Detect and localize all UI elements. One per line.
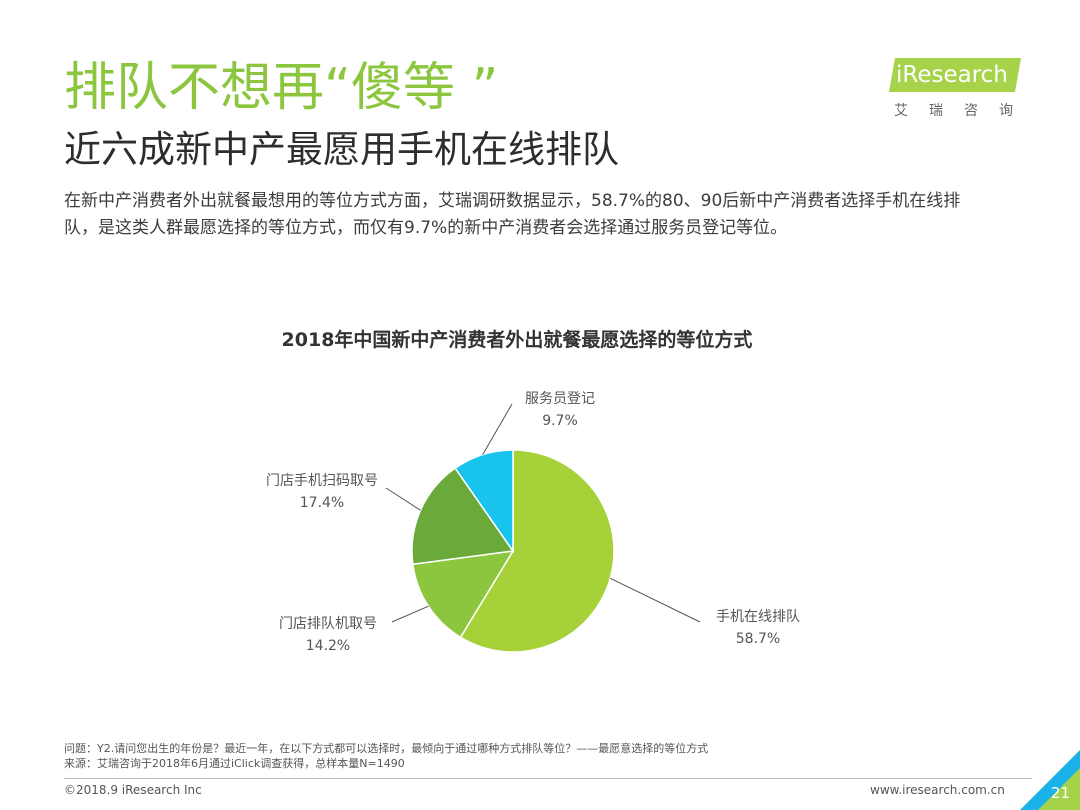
logo-brand-text: iResearch <box>896 62 1008 88</box>
leader-line-mobile <box>610 577 701 623</box>
slice-waiter-registration <box>454 449 514 554</box>
corner-decoration <box>1020 750 1080 810</box>
iresearch-logo: iResearch 艾瑞咨询 <box>889 58 1034 126</box>
footer-copyright: ©2018.9 iResearch Inc <box>64 783 202 797</box>
chart-title: 2018年中国新中产消费者外出就餐最愿选择的等位方式 <box>281 329 753 351</box>
leader-line-machine <box>391 605 429 623</box>
page-title: 排队不想再“傻等 ” <box>64 58 499 118</box>
notes: 问题：Y2.请问您出生的年份是？最近一年，在以下方式都可以选择时，最倾向于通过哪… <box>64 741 964 771</box>
label-machine-name: 门店排队机取号 <box>279 616 377 632</box>
label-queue-machine: 门店排队机取号 14.2% <box>268 613 388 657</box>
slice-scan-code <box>411 467 515 566</box>
slice-mobile-online <box>459 449 615 653</box>
leader-line-scan <box>385 487 421 511</box>
label-mobile-online: 手机在线排队 58.7% <box>700 606 816 650</box>
page-subtitle: 近六成新中产最愿用手机在线排队 <box>64 128 619 171</box>
footer-url: www.iresearch.com.cn <box>870 783 1005 797</box>
slice-queue-machine <box>412 550 515 639</box>
leader-line-waiter <box>482 403 513 455</box>
intro-line-1: 在新中产消费者外出就餐最想用的等位方式方面，艾瑞调研数据显示，58.7%的80、… <box>64 191 961 211</box>
note-question: 问题：Y2.请问您出生的年份是？最近一年，在以下方式都可以选择时，最倾向于通过哪… <box>64 742 709 755</box>
footer-divider <box>64 778 1032 779</box>
intro-line-2: 队，是这类人群最愿选择的等位方式，而仅有9.7%的新中产消费者会选择通过服务员登… <box>64 218 788 238</box>
label-scan-value: 17.4% <box>299 495 345 511</box>
note-source: 来源：艾瑞咨询于2018年6月通过iClick调查获得，总样本量N=1490 <box>64 757 405 770</box>
page-number: 21 <box>1050 784 1070 802</box>
intro-paragraph: 在新中产消费者外出就餐最想用的等位方式方面，艾瑞调研数据显示，58.7%的80、… <box>64 188 1024 242</box>
label-waiter-value: 9.7% <box>542 413 578 429</box>
logo-sub-text: 艾瑞咨询 <box>894 103 1034 119</box>
label-waiter-registration: 服务员登记 9.7% <box>505 388 615 432</box>
label-scan-name: 门店手机扫码取号 <box>266 473 378 489</box>
label-mobile-name: 手机在线排队 <box>716 609 800 625</box>
label-machine-value: 14.2% <box>305 638 351 654</box>
label-scan-code: 门店手机扫码取号 17.4% <box>262 470 382 514</box>
label-waiter-name: 服务员登记 <box>525 391 595 407</box>
label-mobile-value: 58.7% <box>735 631 781 647</box>
